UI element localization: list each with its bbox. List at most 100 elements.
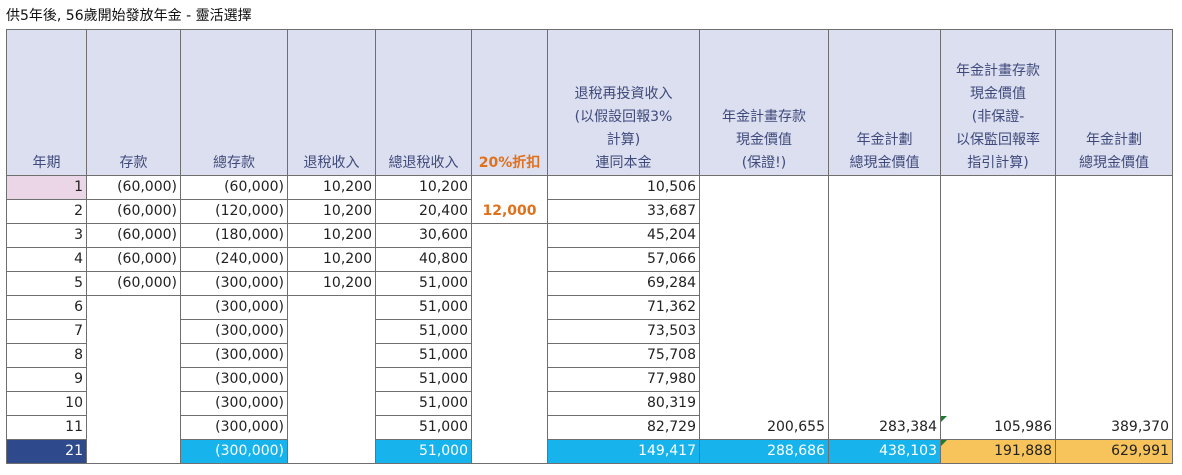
- total-nonguaranteed-cell[interactable]: [1055, 367, 1173, 392]
- total-guaranteed-cell[interactable]: 438,103: [828, 439, 941, 464]
- total-deposit-cell[interactable]: (300,000): [180, 391, 288, 416]
- reinvest-cell[interactable]: 77,980: [547, 367, 700, 392]
- total-guaranteed-cell[interactable]: [828, 271, 941, 296]
- tax-refund-cell[interactable]: [287, 439, 376, 464]
- total-tax-refund-cell[interactable]: 51,000: [375, 439, 472, 464]
- deposit-cell[interactable]: (60,000): [86, 175, 181, 200]
- total-tax-refund-cell[interactable]: 10,200: [375, 175, 472, 200]
- total-guaranteed-cell[interactable]: [828, 247, 941, 272]
- deposit-cell[interactable]: [86, 439, 181, 464]
- guaranteed-cell[interactable]: [699, 271, 829, 296]
- total-guaranteed-cell[interactable]: [828, 367, 941, 392]
- total-guaranteed-cell[interactable]: [828, 199, 941, 224]
- total-nonguaranteed-cell[interactable]: [1055, 271, 1173, 296]
- discount-cell[interactable]: [471, 295, 548, 320]
- tax-refund-cell[interactable]: 10,200: [287, 199, 376, 224]
- reinvest-cell[interactable]: 33,687: [547, 199, 700, 224]
- deposit-cell[interactable]: [86, 343, 181, 368]
- total-tax-refund-cell[interactable]: 51,000: [375, 343, 472, 368]
- total-nonguaranteed-cell[interactable]: [1055, 319, 1173, 344]
- deposit-cell[interactable]: (60,000): [86, 223, 181, 248]
- nonguaranteed-cell[interactable]: [940, 391, 1056, 416]
- total-nonguaranteed-cell[interactable]: [1055, 343, 1173, 368]
- total-tax-refund-cell[interactable]: 20,400: [375, 199, 472, 224]
- year-cell[interactable]: 3: [6, 223, 87, 248]
- total-guaranteed-cell[interactable]: [828, 223, 941, 248]
- total-tax-refund-cell[interactable]: 51,000: [375, 367, 472, 392]
- total-nonguaranteed-cell[interactable]: [1055, 223, 1173, 248]
- total-deposit-cell[interactable]: (240,000): [180, 247, 288, 272]
- total-nonguaranteed-cell[interactable]: 629,991: [1055, 439, 1173, 464]
- guaranteed-cell[interactable]: [699, 367, 829, 392]
- tax-refund-cell[interactable]: 10,200: [287, 247, 376, 272]
- discount-cell[interactable]: [471, 439, 548, 464]
- guaranteed-cell[interactable]: [699, 199, 829, 224]
- guaranteed-cell[interactable]: [699, 175, 829, 200]
- guaranteed-cell[interactable]: [699, 295, 829, 320]
- total-deposit-cell[interactable]: (300,000): [180, 343, 288, 368]
- tax-refund-cell[interactable]: [287, 415, 376, 440]
- tax-refund-cell[interactable]: 10,200: [287, 223, 376, 248]
- year-cell[interactable]: 2: [6, 199, 87, 224]
- total-deposit-cell[interactable]: (60,000): [180, 175, 288, 200]
- year-cell[interactable]: 4: [6, 247, 87, 272]
- deposit-cell[interactable]: [86, 415, 181, 440]
- deposit-cell[interactable]: [86, 295, 181, 320]
- total-tax-refund-cell[interactable]: 30,600: [375, 223, 472, 248]
- total-deposit-cell[interactable]: (300,000): [180, 367, 288, 392]
- total-guaranteed-cell[interactable]: 283,384: [828, 415, 941, 440]
- nonguaranteed-cell[interactable]: [940, 223, 1056, 248]
- deposit-cell[interactable]: [86, 391, 181, 416]
- discount-cell[interactable]: [471, 415, 548, 440]
- discount-cell[interactable]: [471, 343, 548, 368]
- tax-refund-cell[interactable]: [287, 295, 376, 320]
- tax-refund-cell[interactable]: 10,200: [287, 175, 376, 200]
- guaranteed-cell[interactable]: 288,686: [699, 439, 829, 464]
- total-guaranteed-cell[interactable]: [828, 319, 941, 344]
- total-nonguaranteed-cell[interactable]: [1055, 295, 1173, 320]
- total-deposit-cell[interactable]: (300,000): [180, 271, 288, 296]
- year-cell[interactable]: 8: [6, 343, 87, 368]
- deposit-cell[interactable]: (60,000): [86, 247, 181, 272]
- total-deposit-cell[interactable]: (300,000): [180, 295, 288, 320]
- reinvest-cell[interactable]: 57,066: [547, 247, 700, 272]
- discount-cell[interactable]: [471, 175, 548, 200]
- deposit-cell[interactable]: [86, 367, 181, 392]
- nonguaranteed-cell[interactable]: [940, 199, 1056, 224]
- reinvest-cell[interactable]: 80,319: [547, 391, 700, 416]
- guaranteed-cell[interactable]: [699, 343, 829, 368]
- nonguaranteed-cell[interactable]: [940, 367, 1056, 392]
- total-guaranteed-cell[interactable]: [828, 175, 941, 200]
- nonguaranteed-cell[interactable]: [940, 175, 1056, 200]
- deposit-cell[interactable]: (60,000): [86, 199, 181, 224]
- nonguaranteed-cell[interactable]: [940, 247, 1056, 272]
- discount-cell[interactable]: [471, 367, 548, 392]
- year-cell[interactable]: 9: [6, 367, 87, 392]
- reinvest-cell[interactable]: 69,284: [547, 271, 700, 296]
- total-guaranteed-cell[interactable]: [828, 295, 941, 320]
- year-cell[interactable]: 5: [6, 271, 87, 296]
- total-deposit-cell[interactable]: (300,000): [180, 415, 288, 440]
- reinvest-cell[interactable]: 73,503: [547, 319, 700, 344]
- discount-cell[interactable]: [471, 391, 548, 416]
- year-cell[interactable]: 1: [6, 175, 87, 200]
- tax-refund-cell[interactable]: 10,200: [287, 271, 376, 296]
- discount-cell[interactable]: [471, 319, 548, 344]
- total-tax-refund-cell[interactable]: 51,000: [375, 295, 472, 320]
- guaranteed-cell[interactable]: 200,655: [699, 415, 829, 440]
- total-tax-refund-cell[interactable]: 51,000: [375, 319, 472, 344]
- nonguaranteed-cell[interactable]: [940, 271, 1056, 296]
- discount-cell[interactable]: [471, 247, 548, 272]
- year-cell[interactable]: 6: [6, 295, 87, 320]
- total-deposit-cell[interactable]: (180,000): [180, 223, 288, 248]
- reinvest-cell[interactable]: 10,506: [547, 175, 700, 200]
- year-cell[interactable]: 10: [6, 391, 87, 416]
- reinvest-cell[interactable]: 149,417: [547, 439, 700, 464]
- discount-cell[interactable]: 12,000: [471, 199, 548, 224]
- nonguaranteed-cell[interactable]: [940, 343, 1056, 368]
- nonguaranteed-cell[interactable]: [940, 295, 1056, 320]
- deposit-cell[interactable]: [86, 319, 181, 344]
- total-guaranteed-cell[interactable]: [828, 343, 941, 368]
- reinvest-cell[interactable]: 71,362: [547, 295, 700, 320]
- year-cell[interactable]: 7: [6, 319, 87, 344]
